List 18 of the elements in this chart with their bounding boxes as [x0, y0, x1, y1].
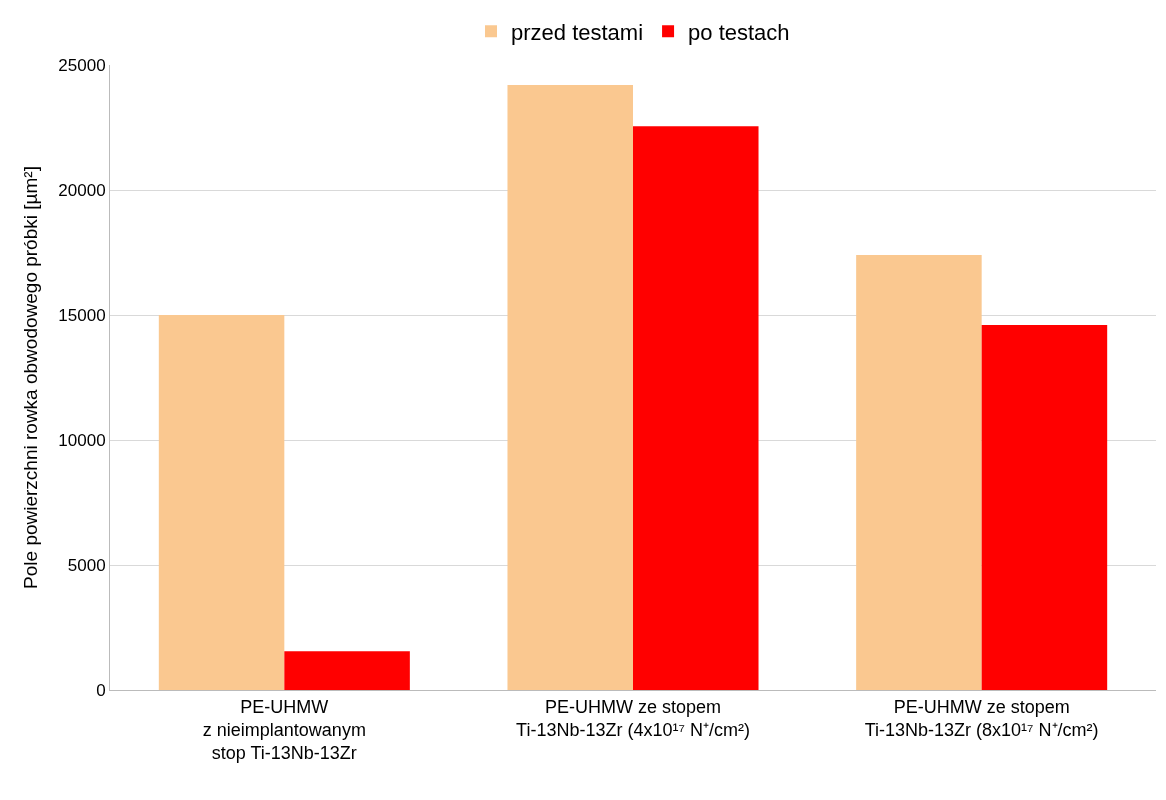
x-tick-label: PE-UHMW z nieimplantowanym stop Ti-13Nb-13Zr	[202, 696, 366, 764]
y-tick-label: 10000	[58, 430, 106, 450]
bar	[158, 315, 285, 690]
bar	[284, 651, 410, 690]
bar	[981, 325, 1108, 690]
legend-label: po testach	[688, 19, 790, 45]
y-tick-label: 0	[96, 680, 106, 700]
x-tick-label: PE-UHMW ze stopem Ti-13Nb-13Zr (8x10¹⁷ N⁺/cm²)	[864, 696, 1099, 740]
y-tick-label: 5000	[67, 555, 106, 575]
y-tick-label: 20000	[58, 180, 106, 200]
bar	[507, 85, 633, 690]
legend-label: przed testami	[511, 19, 644, 45]
y-tick-label: 25000	[58, 55, 106, 75]
bar	[856, 255, 982, 690]
y-axis-title: Pole powierzchni rowka obwodowego próbki [µm²]	[20, 166, 42, 589]
y-tick-label: 15000	[58, 305, 106, 325]
x-tick-label: PE-UHMW ze stopem Ti-13Nb-13Zr (4x10¹⁷ N⁺/cm²)	[516, 696, 750, 740]
bar	[633, 126, 759, 690]
